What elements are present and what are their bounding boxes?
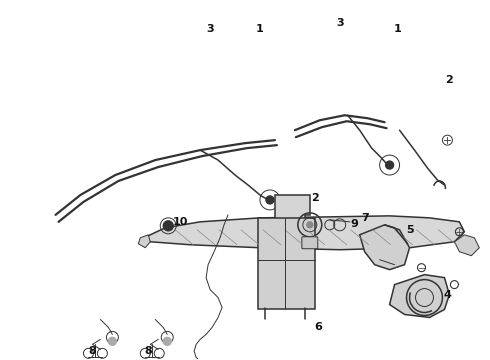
FancyBboxPatch shape (302, 237, 318, 249)
Text: 7: 7 (361, 213, 368, 223)
Circle shape (163, 337, 171, 345)
Polygon shape (390, 275, 449, 318)
Text: 1: 1 (393, 24, 401, 33)
Circle shape (386, 161, 393, 169)
Text: 3: 3 (336, 18, 343, 28)
Text: 8: 8 (89, 346, 97, 356)
Text: 8: 8 (145, 346, 152, 356)
Text: 9: 9 (351, 219, 359, 229)
Text: 5: 5 (406, 225, 414, 235)
Polygon shape (360, 225, 410, 270)
Text: 3: 3 (206, 24, 214, 33)
Text: 4: 4 (443, 289, 451, 300)
Polygon shape (454, 235, 479, 256)
Polygon shape (145, 216, 465, 250)
Polygon shape (138, 235, 150, 248)
Text: 10: 10 (172, 217, 188, 227)
Circle shape (108, 337, 116, 345)
Text: 2: 2 (311, 193, 318, 203)
Text: 2: 2 (445, 75, 453, 85)
Circle shape (266, 196, 274, 204)
Text: 1: 1 (256, 24, 264, 33)
Polygon shape (258, 218, 315, 310)
Polygon shape (275, 195, 310, 220)
Circle shape (307, 222, 313, 228)
Circle shape (163, 221, 173, 231)
Text: 6: 6 (314, 323, 322, 332)
